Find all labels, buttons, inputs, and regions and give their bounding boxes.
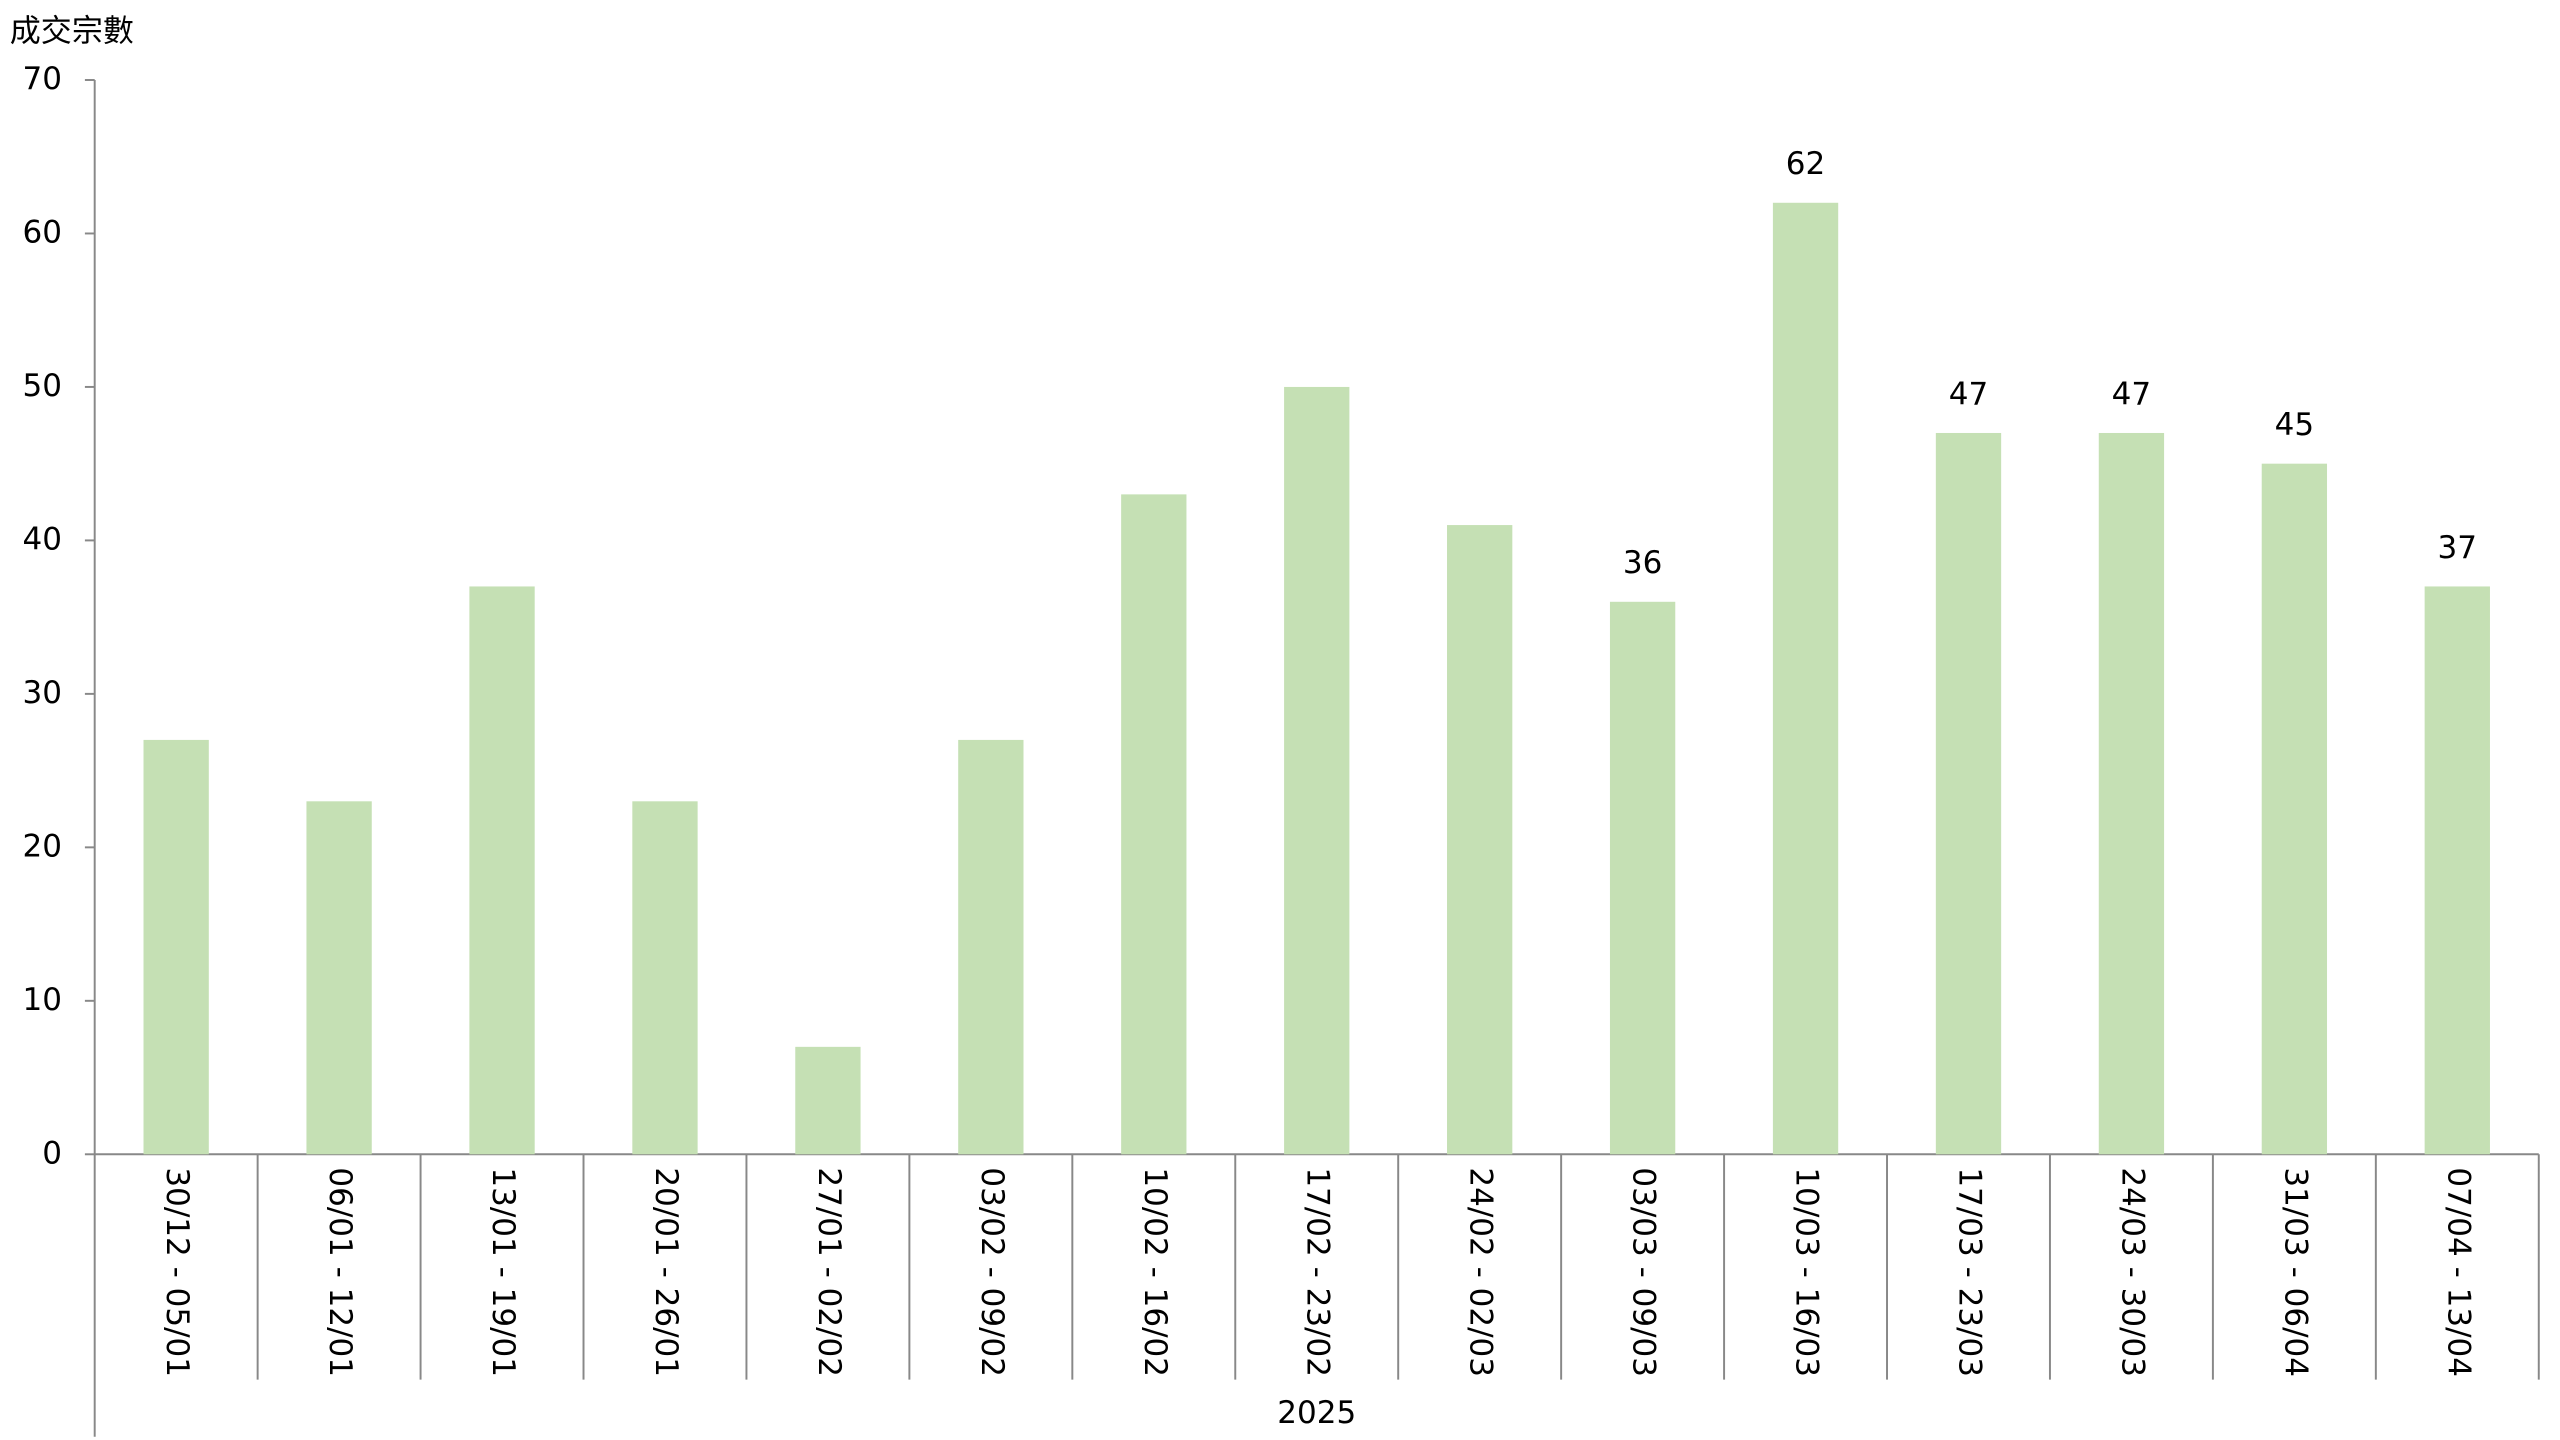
y-tick-label: 10 <box>23 982 62 1018</box>
value-label: 36 <box>1623 545 1662 581</box>
bar <box>143 739 209 1155</box>
x-tick-label: 17/03 - 23/03 <box>1951 1167 1987 1377</box>
x-tick-label: 17/02 - 23/02 <box>1300 1167 1336 1377</box>
y-tick-label: 20 <box>23 828 62 864</box>
x-tick-label: 07/04 - 13/04 <box>2440 1167 2476 1377</box>
y-tick-label: 50 <box>23 368 62 404</box>
y-tick-label: 70 <box>23 61 62 97</box>
y-tick-label: 40 <box>23 521 62 557</box>
group-label: 2025 <box>1277 1395 1356 1431</box>
bar <box>795 1046 861 1155</box>
x-tick-label: 03/03 - 09/03 <box>1626 1167 1662 1377</box>
x-tick-label: 24/02 - 02/03 <box>1463 1167 1499 1377</box>
bar <box>1447 525 1513 1155</box>
value-label: 47 <box>1949 376 1988 412</box>
bar <box>469 586 535 1155</box>
value-label: 37 <box>2438 530 2477 566</box>
bar <box>1284 386 1350 1155</box>
x-tick-label: 06/01 - 12/01 <box>322 1167 358 1377</box>
x-tick-label: 30/12 - 05/01 <box>159 1167 195 1377</box>
bar <box>1609 601 1676 1155</box>
x-tick-label: 31/03 - 06/04 <box>2277 1167 2313 1377</box>
y-tick-label: 30 <box>23 675 62 711</box>
value-label: 45 <box>2275 407 2314 443</box>
x-tick-label: 27/01 - 02/02 <box>811 1167 847 1377</box>
bar <box>1935 432 2002 1155</box>
x-tick-label: 24/03 - 30/03 <box>2114 1167 2150 1377</box>
x-tick-label: 10/02 - 16/02 <box>1137 1167 1173 1377</box>
y-tick-label: 0 <box>42 1135 62 1171</box>
y-tick-label: 60 <box>23 214 62 250</box>
value-label: 47 <box>2112 376 2151 412</box>
bar <box>2424 586 2490 1155</box>
value-label: 62 <box>1786 146 1825 182</box>
bar <box>1772 202 1839 1155</box>
bar <box>958 739 1024 1155</box>
x-tick-label: 03/02 - 09/02 <box>974 1167 1010 1377</box>
bar <box>1121 494 1187 1155</box>
x-tick-label: 10/03 - 16/03 <box>1789 1167 1825 1377</box>
bar <box>2098 432 2165 1155</box>
bar <box>306 801 372 1155</box>
x-tick-label: 20/01 - 26/01 <box>648 1167 684 1377</box>
bar <box>2261 463 2328 1155</box>
bar <box>632 801 698 1155</box>
y-axis-title: 成交宗數 <box>10 14 134 50</box>
x-tick-label: 13/01 - 19/01 <box>485 1167 521 1377</box>
